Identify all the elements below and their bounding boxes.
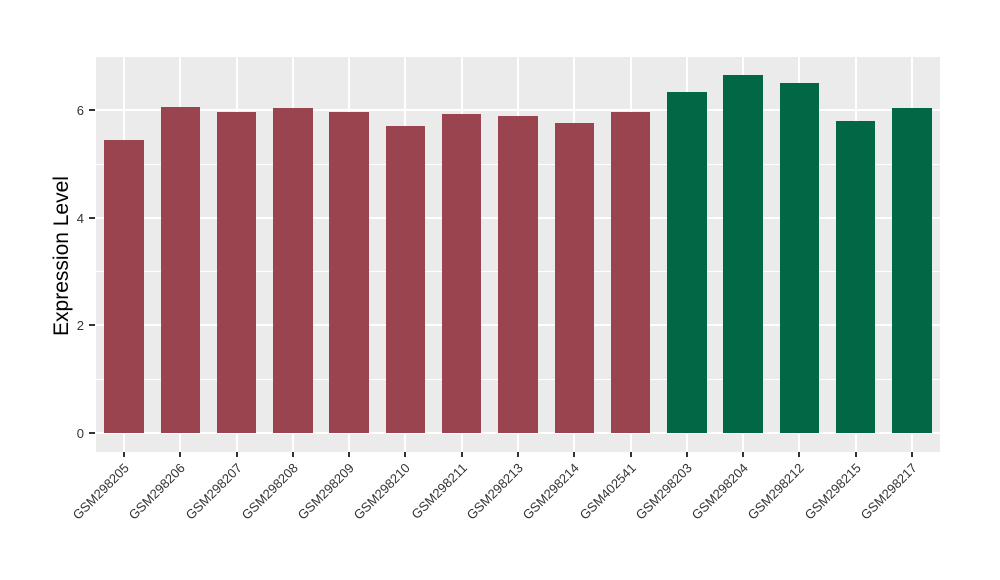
y-tick-label: 0 [76,426,84,441]
bar-GSM298207 [216,111,257,433]
bar-GSM402541 [610,111,651,433]
plot-panel [96,55,940,452]
bar-GSM298209 [329,111,369,433]
x-tick-label: GSM298215 [801,460,864,523]
y-tick-mark [89,432,95,434]
x-tick-mark [798,452,801,457]
bar-GSM298211 [441,113,482,433]
bar-GSM298213 [498,115,538,433]
bar-GSM298208 [273,108,313,433]
bar-GSM298214 [554,123,595,433]
x-tick-mark [179,452,182,457]
y-tick-label: 2 [76,318,84,334]
x-tick-mark [291,452,294,457]
x-tick-label: GSM402541 [576,460,639,523]
x-tick-label: GSM298213 [463,460,526,523]
bar-GSM298210 [385,125,426,433]
x-tick-mark [517,452,519,457]
x-tick-mark [460,452,463,457]
y-tick-label: 6 [76,103,84,119]
x-tick-label: GSM298209 [294,460,358,523]
x-tick-mark [742,452,745,457]
x-tick-label: GSM298205 [69,460,133,523]
bar-GSM298204 [723,74,763,433]
x-tick-mark [910,452,913,457]
y-tick-mark [89,216,95,219]
bar-GSM298205 [104,140,144,433]
x-tick-mark [573,452,576,457]
x-tick-label: GSM298212 [745,460,808,523]
bar-GSM298212 [779,82,820,433]
x-tick-label: GSM298210 [351,460,414,523]
x-tick-mark [404,452,407,457]
x-tick-label: GSM298214 [519,460,583,523]
x-tick-label: GSM298203 [632,460,695,523]
x-tick-mark [629,452,632,457]
x-tick-label: GSM298211 [408,460,470,522]
bar-GSM298215 [835,120,876,433]
y-tick-mark [89,109,95,112]
x-tick-mark [348,452,351,457]
y-tick-mark [89,324,95,327]
y-axis-title: Expression Level [50,176,73,336]
x-tick-label: GSM298207 [182,460,245,523]
x-tick-mark [235,452,238,457]
bar-GSM298206 [160,106,201,433]
x-tick-mark [854,452,857,457]
x-tick-mark [685,452,688,457]
x-tick-mark [123,452,126,457]
y-tick-label: 4 [76,210,84,226]
x-tick-label: GSM298208 [238,460,301,523]
bar-GSM298217 [892,107,932,433]
bar-GSM298203 [667,91,707,433]
x-tick-label: GSM298204 [688,460,751,523]
x-tick-label: GSM298217 [857,460,920,523]
x-tick-label: GSM298206 [126,460,189,523]
